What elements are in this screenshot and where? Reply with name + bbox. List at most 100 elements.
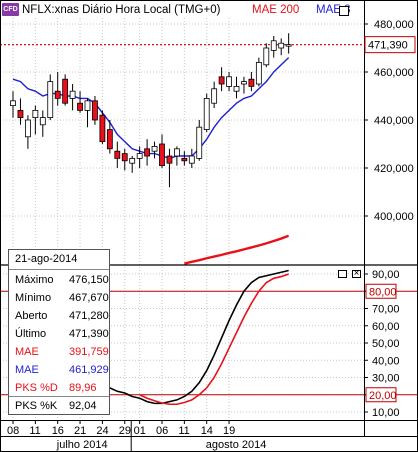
- candle-body: [99, 114, 106, 142]
- data-window-row: Aberto 471,280: [15, 307, 109, 326]
- mae-200-layer: [184, 234, 290, 265]
- data-window-label: PKS %K: [15, 400, 58, 412]
- candle-body: [181, 157, 188, 162]
- x-tick-label: 14: [201, 425, 213, 437]
- candle-body: [241, 81, 247, 85]
- data-window-label: MAE: [15, 364, 39, 376]
- y-tick-label: 460,000: [374, 67, 414, 79]
- candle-body: [255, 62, 262, 85]
- candle-body: [24, 119, 31, 138]
- pks-d-line: [139, 273, 289, 406]
- x-tick-label: 11: [178, 425, 189, 437]
- legend-mae-200[interactable]: MAE 200: [252, 4, 300, 16]
- y-tick-label: 400,000: [374, 211, 414, 223]
- data-window-date: 21-ago-2014: [15, 253, 78, 265]
- candle-body: [17, 110, 24, 119]
- y-tick-label: 40,00: [372, 355, 400, 367]
- data-window-row: Mínimo 467,670: [15, 289, 109, 308]
- y-tick-label: 440,000: [374, 115, 414, 127]
- data-window-value: 461,929: [69, 364, 109, 376]
- data-window-row: PKS %K 92,04: [15, 397, 105, 416]
- x-tick-label: 11: [29, 425, 40, 437]
- candle-body: [121, 153, 128, 162]
- candle-body: [159, 143, 165, 167]
- data-window-value: 89,96: [69, 382, 97, 394]
- candle-body: [248, 78, 255, 87]
- y-tick-label: 60,00: [372, 321, 400, 333]
- candle-body: [69, 90, 76, 99]
- candle-body: [270, 40, 277, 51]
- data-window-value: 471,280: [69, 310, 109, 322]
- x-tick-label: 21: [74, 425, 86, 437]
- candle-body: [39, 117, 46, 126]
- candle-body: [285, 44, 292, 47]
- candle-body: [106, 129, 113, 150]
- x-tick-label: 08: [7, 425, 19, 437]
- data-window-label: MAE: [15, 346, 39, 358]
- maximize-pane-button[interactable]: [338, 270, 347, 278]
- candle-body: [226, 76, 232, 87]
- candle-body: [62, 78, 69, 104]
- candle-body: [47, 81, 54, 118]
- data-window-label: PKS %D: [15, 382, 58, 394]
- candle-body: [188, 155, 195, 164]
- instrument-title: NFLX:xnas Diário Hora Local (TMG+0): [22, 4, 221, 16]
- legend-toggle-box[interactable]: [339, 6, 349, 16]
- x-tick-label: 29: [119, 425, 131, 437]
- data-window-row: PKS %D 89,96: [15, 379, 105, 398]
- y-tick-label: 30,00: [372, 373, 400, 385]
- x-tick-label: 06: [156, 425, 168, 437]
- data-window-value: 471,390: [69, 328, 109, 340]
- candle-body: [263, 47, 270, 66]
- candles-layer[interactable]: [10, 33, 292, 188]
- last-price-label: 471,390: [368, 40, 408, 52]
- mae-8-layer: [12, 57, 290, 160]
- candle-body: [129, 157, 136, 164]
- candle-body: [173, 148, 180, 157]
- data-window-row: MAE 461,929: [15, 361, 109, 380]
- candle-body: [166, 155, 173, 164]
- data-window-label: Aberto: [15, 310, 48, 322]
- candle-body: [203, 98, 210, 131]
- data-window-row: Último 471,390: [15, 325, 109, 344]
- data-window-row: Máximo 476,150: [15, 271, 109, 290]
- candle-body: [151, 145, 158, 152]
- y-tick-label: 70,00: [372, 304, 400, 316]
- level-label-box: [365, 283, 397, 299]
- axes-layer: 480,000 460,000 440,000 420,000 400,000 471,3…: [7, 19, 416, 451]
- last-price-box: [364, 36, 416, 54]
- x-tick-label: 16: [52, 425, 64, 437]
- data-window-label: Máximo: [15, 274, 54, 286]
- data-window-divider: [9, 396, 109, 397]
- y-tick-label: 10,00: [372, 407, 400, 419]
- data-window-value: 92,04: [69, 400, 97, 412]
- candle-body: [136, 153, 143, 159]
- candle-body: [211, 88, 218, 104]
- cfd-badge: CFD: [2, 3, 19, 16]
- data-window-value: 391,759: [69, 346, 109, 358]
- level-label-box: [365, 387, 397, 403]
- level-label: 20,00: [369, 390, 397, 402]
- x-tick-label: 24: [96, 425, 108, 437]
- data-window-label: Último: [15, 328, 47, 340]
- y-tick-label: 90,00: [372, 269, 400, 281]
- candle-body: [114, 150, 121, 159]
- month-label: julho 2014: [56, 439, 108, 451]
- data-window-value: 467,670: [69, 292, 109, 304]
- candle-body: [233, 86, 240, 92]
- candle-body: [218, 76, 225, 85]
- close-pane-button[interactable]: ×: [352, 268, 361, 279]
- candle-body: [84, 100, 91, 111]
- mae-8-line: [12, 57, 290, 160]
- month-label: agosto 2014: [206, 439, 267, 451]
- x-tick-label: 19: [223, 425, 235, 437]
- candle-body: [32, 110, 39, 119]
- candle-body: [144, 148, 151, 157]
- data-window-divider: [9, 269, 109, 270]
- data-window-value: 476,150: [69, 274, 109, 286]
- candle-body: [77, 102, 83, 111]
- y-tick-label: 420,000: [374, 163, 414, 175]
- data-window: 21-ago-2014 Máximo 476,150 Mínimo 467,670 Ab…: [8, 249, 110, 415]
- candle-body: [54, 90, 61, 99]
